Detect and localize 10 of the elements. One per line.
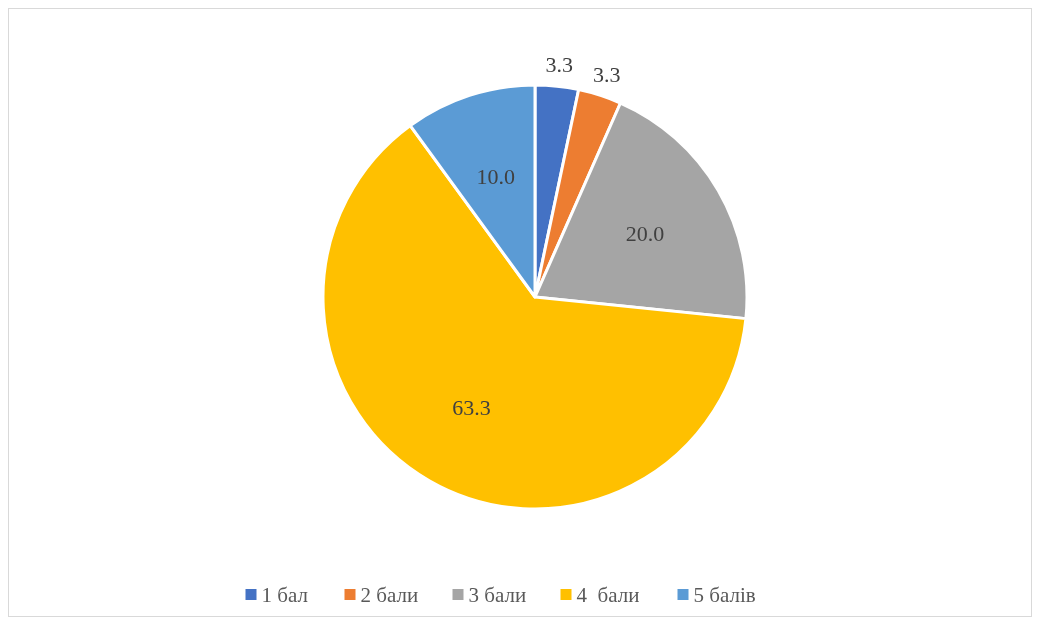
legend-label: 3 бали xyxy=(468,583,527,607)
legend-label: 1 бал xyxy=(261,583,308,607)
data-label: 20.0 xyxy=(625,220,665,246)
legend-label: 5 балів xyxy=(693,583,756,607)
legend-label: 4 бали xyxy=(576,583,640,607)
data-label: 3.3 xyxy=(592,61,621,87)
data-label: 63.3 xyxy=(452,394,491,420)
data-label: 10.0 xyxy=(476,163,515,189)
data-label: 3.3 xyxy=(545,51,573,77)
legend-label: 2 бали xyxy=(360,583,419,607)
